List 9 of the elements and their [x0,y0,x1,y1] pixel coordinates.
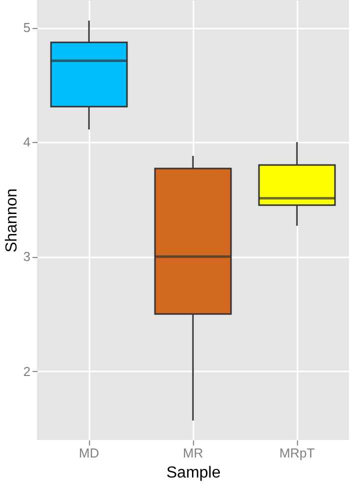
y-tick-label: 4 [23,134,30,150]
y-tick-label: 2 [23,364,30,379]
x-axis-title: Sample [166,464,221,482]
x-tick-label: MRpT [279,446,315,460]
x-tick-label: MR [182,446,204,460]
x-tick-label: MD [78,446,100,460]
y-tick-label: 5 [23,20,30,35]
y-axis-title: Shannon [3,188,20,253]
y-tick-label: 3 [23,249,30,264]
